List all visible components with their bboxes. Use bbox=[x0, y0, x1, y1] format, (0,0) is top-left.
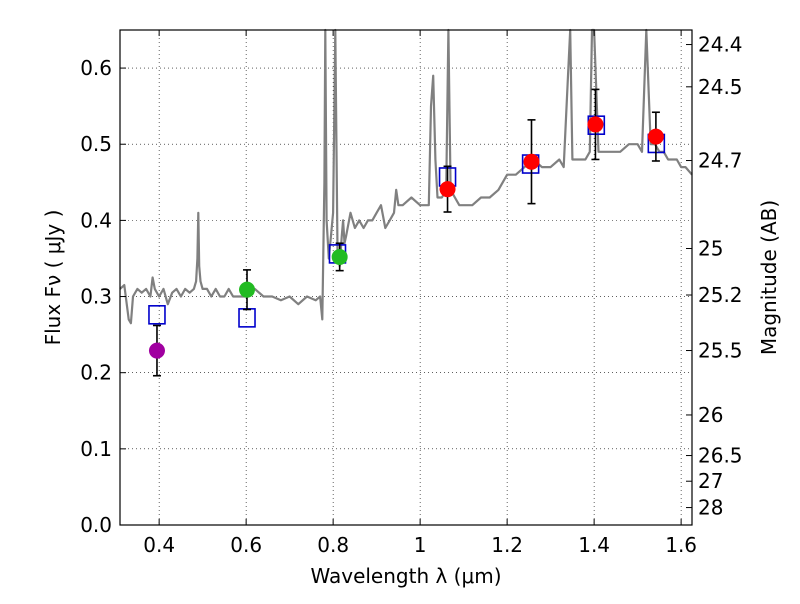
y2-tick-label: 28 bbox=[698, 496, 723, 520]
x-tick-label: 1 bbox=[414, 533, 427, 557]
y-tick-label: 0.4 bbox=[80, 208, 112, 232]
plot-frame bbox=[119, 29, 693, 526]
y2-tick-label: 25 bbox=[698, 236, 723, 260]
y2-tick-label: 24.4 bbox=[698, 33, 743, 57]
x-tick-label: 1.4 bbox=[578, 533, 610, 557]
observed-point-marker bbox=[239, 281, 256, 298]
y2-tick-label: 27 bbox=[698, 469, 723, 493]
y-tick-label: 0.1 bbox=[80, 437, 112, 461]
spectrum-series bbox=[119, 28, 693, 325]
model-square-marker bbox=[148, 305, 166, 325]
y-tick-label: 0.0 bbox=[80, 513, 112, 537]
observed-point-marker bbox=[523, 153, 540, 170]
x-tick-label: 0.6 bbox=[230, 533, 262, 557]
x-tick-label: 1.6 bbox=[665, 533, 697, 557]
y2-tick-label: 26.5 bbox=[698, 444, 743, 468]
y2-tick-label: 25.5 bbox=[698, 339, 743, 363]
y2-tick-label: 24.7 bbox=[698, 149, 743, 173]
axis-ticks: 0.4 0.6 0.8 1 1.2 1.4 1.6 0.0 0.1 0.2 0.3 0.4 0.5 0.6… bbox=[80, 30, 743, 557]
observed-photometry-series bbox=[148, 88, 664, 377]
spectrum-line bbox=[119, 28, 693, 325]
y-tick-label: 0.2 bbox=[80, 361, 112, 385]
x-tick-label: 0.8 bbox=[317, 533, 349, 557]
observed-point-marker bbox=[439, 181, 456, 198]
observed-point-marker bbox=[148, 342, 165, 359]
grid-lines bbox=[120, 30, 692, 525]
y-tick-label: 0.6 bbox=[80, 56, 112, 80]
observed-point-marker bbox=[331, 248, 348, 265]
observed-point-marker bbox=[587, 116, 604, 133]
y2-axis-title: Magnitude (AB) bbox=[757, 200, 781, 355]
y-tick-label: 0.5 bbox=[80, 132, 112, 156]
x-tick-label: 1.2 bbox=[491, 533, 523, 557]
x-axis-title: Wavelength λ (μm) bbox=[310, 564, 501, 588]
y2-tick-label: 26 bbox=[698, 403, 723, 427]
y2-tick-label: 25.2 bbox=[698, 283, 743, 307]
y-axis-title: Flux Fν ( μJy ) bbox=[41, 210, 65, 346]
y-tick-label: 0.3 bbox=[80, 285, 112, 309]
observed-point-marker bbox=[647, 128, 664, 145]
y2-tick-label: 24.5 bbox=[698, 75, 743, 99]
model-square-marker bbox=[238, 308, 256, 328]
x-tick-label: 0.4 bbox=[143, 533, 175, 557]
